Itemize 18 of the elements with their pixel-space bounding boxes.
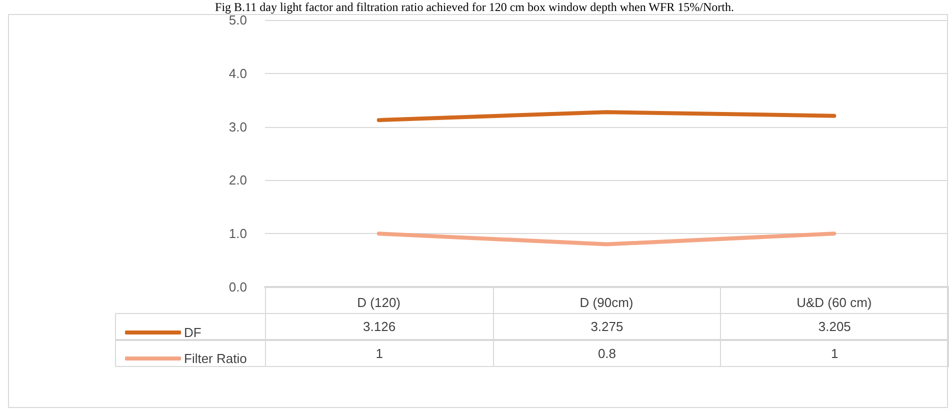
y-tick-label: 0.0 bbox=[228, 280, 247, 294]
chart-title: Fig B.11 day light factor and filtration ratio achieved for 120 cm box window depth when WFR 15%/North. bbox=[214, 0, 735, 15]
y-tick-label: 4.0 bbox=[228, 66, 247, 81]
y-tick-label: 1.0 bbox=[228, 226, 247, 242]
legend-label: Filter Ratio bbox=[184, 351, 247, 366]
data-label: 1 bbox=[720, 340, 949, 367]
y-tick-label: 2.0 bbox=[228, 172, 247, 188]
data-label: 1 bbox=[265, 340, 494, 367]
x-tick-label: D (120) bbox=[357, 295, 401, 310]
data-label: 0.8 bbox=[492, 340, 722, 367]
x-tick-label: U&D (60 cm) bbox=[796, 295, 872, 310]
legend-label: DF bbox=[184, 325, 202, 340]
x-tick-label: D (90cm) bbox=[580, 295, 634, 310]
data-label: 3.126 bbox=[265, 313, 494, 340]
data-label: 3.275 bbox=[492, 313, 722, 340]
y-tick-label: 5.0 bbox=[228, 12, 247, 28]
y-tick-label: 3.0 bbox=[228, 119, 247, 134]
data-label: 3.205 bbox=[720, 313, 949, 340]
